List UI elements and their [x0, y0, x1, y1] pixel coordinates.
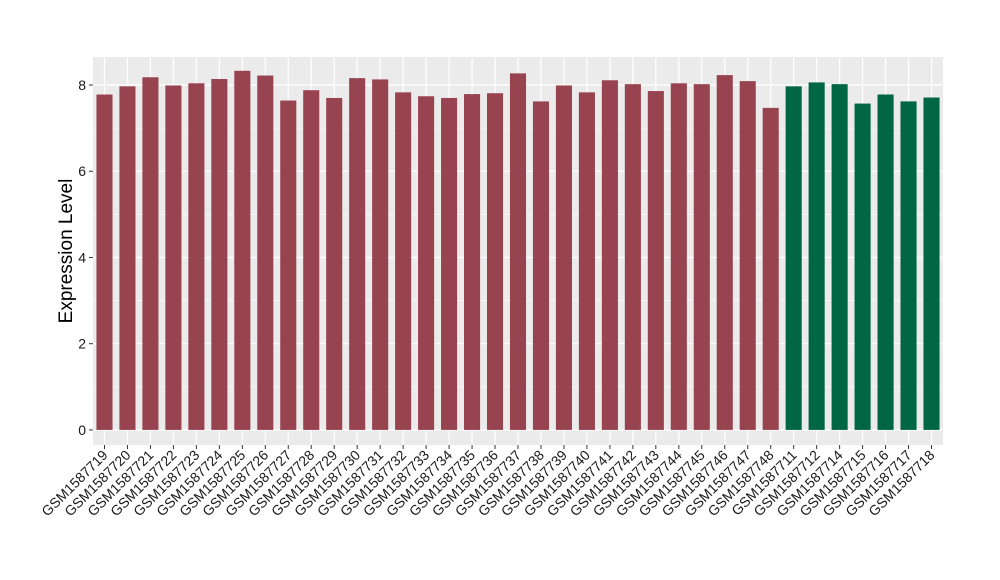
y-tick-label: 4 [78, 249, 86, 265]
bar-GSM1587720 [119, 86, 136, 430]
bar-GSM1587742 [624, 84, 641, 430]
bar-GSM1587712 [808, 82, 825, 430]
bar-GSM1587737 [509, 73, 527, 430]
y-tick-label: 0 [78, 422, 86, 438]
bar-GSM1587719 [96, 94, 113, 430]
bar-GSM1587725 [234, 70, 251, 430]
bar-GSM1587748 [762, 107, 779, 430]
bar-GSM1587726 [257, 75, 274, 430]
bar-GSM1587730 [349, 78, 366, 430]
bar-GSM1587740 [578, 92, 595, 430]
bar-GSM1587729 [326, 97, 343, 430]
bar-GSM1587724 [211, 78, 228, 430]
bar-GSM1587716 [877, 94, 894, 430]
bar-GSM1587735 [464, 94, 481, 430]
bar-GSM1587731 [372, 79, 389, 430]
bar-GSM1587718 [923, 97, 940, 430]
x-axis: GSM1587719GSM1587720GSM1587721GSM1587722… [38, 445, 938, 519]
y-tick-label: 2 [78, 336, 86, 352]
y-axis-title: Expression Level [56, 179, 77, 324]
bar-GSM1587721 [142, 77, 159, 430]
bar-GSM1587739 [555, 85, 572, 430]
y-tick-label: 6 [78, 163, 86, 179]
bar-GSM1587746 [716, 75, 733, 430]
bar-GSM1587743 [647, 91, 664, 430]
bar-GSM1587722 [165, 85, 182, 430]
bar-GSM1587715 [854, 103, 871, 430]
bar-GSM1587734 [441, 97, 458, 430]
bar-GSM1587733 [418, 96, 435, 430]
bar-GSM1587717 [900, 101, 917, 430]
bar-GSM1587728 [303, 90, 320, 430]
bar-GSM1587727 [280, 100, 297, 430]
bar-GSM1587741 [601, 80, 618, 430]
bar-GSM1587745 [693, 84, 710, 430]
y-tick-label: 8 [78, 77, 86, 93]
bar-GSM1587744 [670, 83, 687, 430]
bar-GSM1587711 [785, 86, 802, 430]
bar-GSM1587732 [395, 92, 412, 430]
bar-GSM1587736 [486, 93, 504, 430]
bar-GSM1587723 [188, 83, 205, 430]
y-axis: 0 2 4 6 8 [78, 77, 93, 438]
bar-GSM1587747 [739, 81, 756, 430]
bar-GSM1587738 [532, 101, 550, 430]
bar-GSM1587714 [831, 84, 848, 430]
bars [96, 70, 940, 430]
